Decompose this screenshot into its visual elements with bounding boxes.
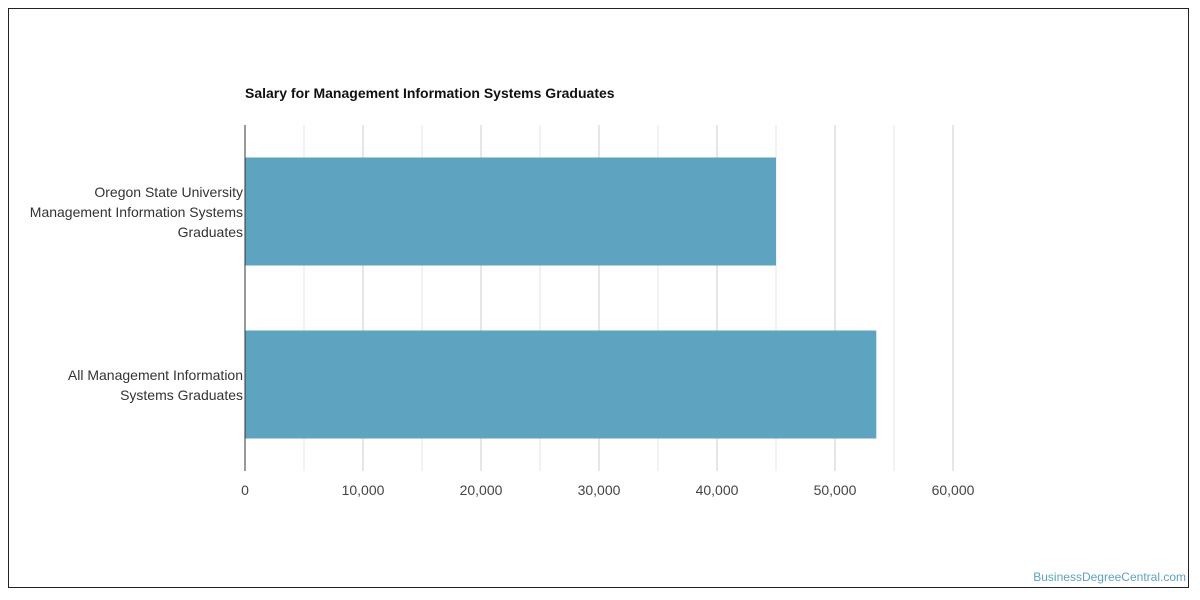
category-label-line: Oregon State University <box>94 184 243 200</box>
bar-2 <box>245 330 877 439</box>
category-label-all-graduates: All Management Information Systems Gradu… <box>0 365 243 405</box>
bar-1 <box>245 157 776 266</box>
category-label-line: Graduates <box>177 224 243 240</box>
category-label-line: Systems Graduates <box>120 387 243 403</box>
category-label-line: All Management Information <box>67 367 243 383</box>
x-tick-label: 30,000 <box>578 482 621 498</box>
x-tick-label: 20,000 <box>460 482 503 498</box>
category-label-line: Management Information Systems <box>29 204 243 220</box>
x-tick-label: 40,000 <box>696 482 739 498</box>
x-tick-label: 60,000 <box>932 482 975 498</box>
category-label-oregon-state: Oregon State University Management Infor… <box>0 182 243 242</box>
watermark: BusinessDegreeCentral.com <box>1033 570 1186 584</box>
chart-title: Salary for Management Information System… <box>245 85 615 101</box>
x-tick-label: 50,000 <box>814 482 857 498</box>
x-tick-label: 0 <box>241 482 249 498</box>
x-tick-label: 10,000 <box>342 482 385 498</box>
